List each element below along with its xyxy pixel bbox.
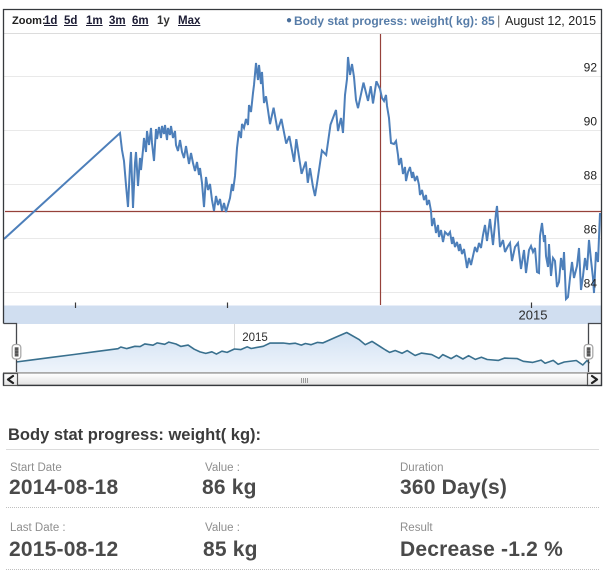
svg-text:2015: 2015 (242, 332, 268, 344)
svg-text:88: 88 (584, 169, 598, 183)
svg-text:2015: 2015 (519, 308, 548, 323)
svg-text:90: 90 (584, 115, 598, 129)
svg-text:84: 84 (584, 277, 598, 291)
svg-text:92: 92 (584, 61, 598, 75)
svg-text:86: 86 (584, 223, 598, 237)
